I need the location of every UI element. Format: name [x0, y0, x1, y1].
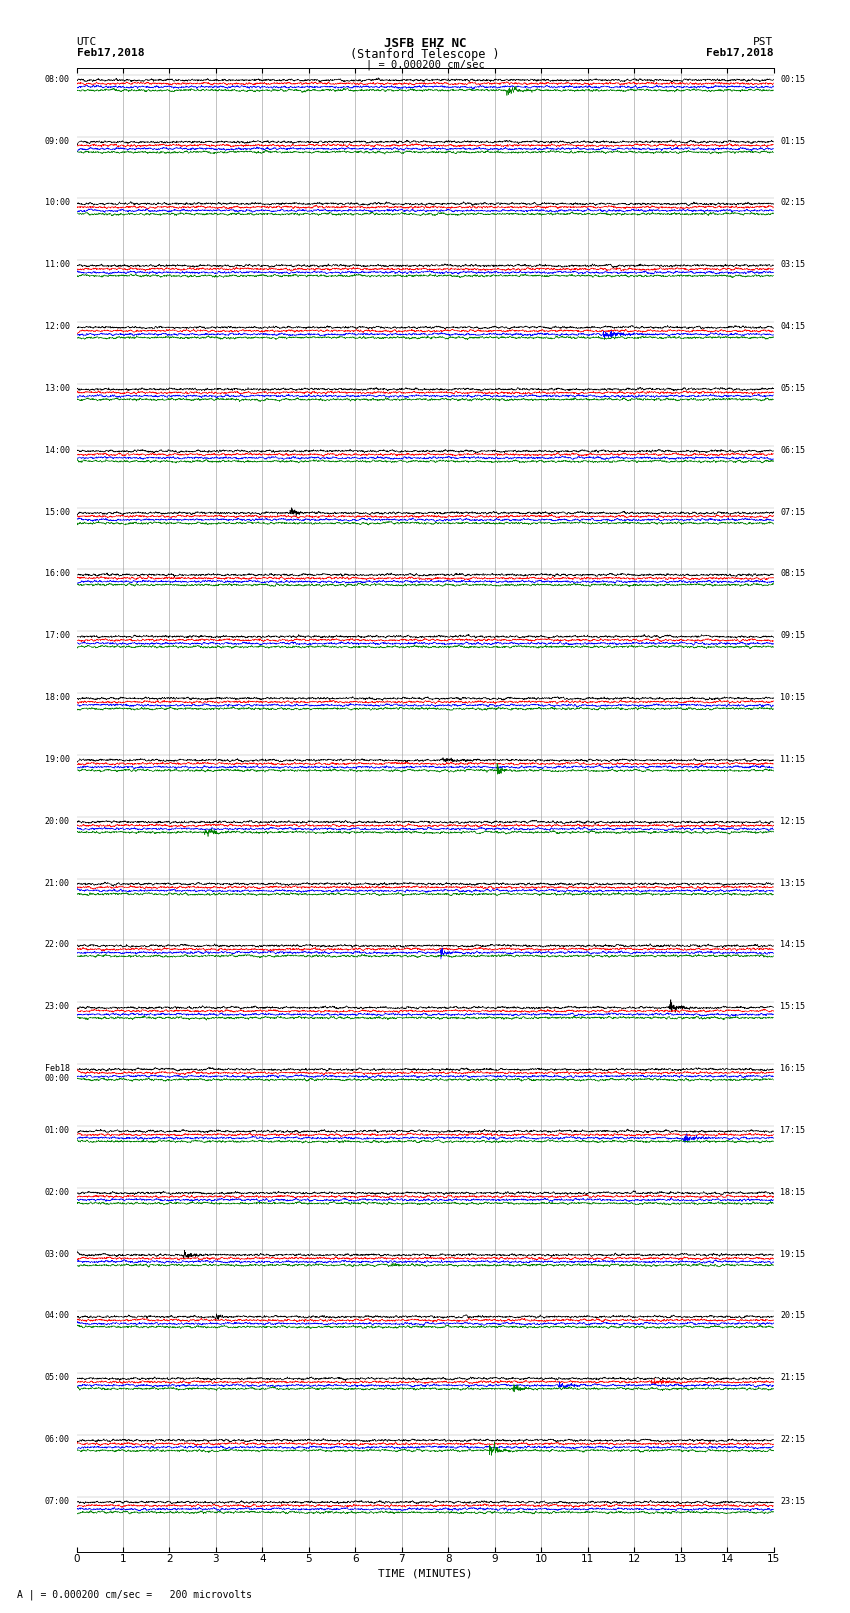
Text: 13:00: 13:00: [44, 384, 70, 394]
Text: 02:00: 02:00: [44, 1187, 70, 1197]
Text: 03:00: 03:00: [44, 1250, 70, 1258]
Text: 08:00: 08:00: [44, 74, 70, 84]
Text: 16:00: 16:00: [44, 569, 70, 579]
Text: (Stanford Telescope ): (Stanford Telescope ): [350, 48, 500, 61]
Text: 05:00: 05:00: [44, 1373, 70, 1382]
Text: 07:00: 07:00: [44, 1497, 70, 1507]
Text: Feb17,2018: Feb17,2018: [76, 48, 144, 58]
Text: 20:15: 20:15: [780, 1311, 806, 1321]
Text: PST: PST: [753, 37, 774, 47]
Text: 13:15: 13:15: [780, 879, 806, 887]
Text: | = 0.000200 cm/sec: | = 0.000200 cm/sec: [366, 60, 484, 71]
Text: 23:00: 23:00: [44, 1002, 70, 1011]
Text: 10:15: 10:15: [780, 694, 806, 702]
Text: 12:00: 12:00: [44, 323, 70, 331]
Text: 17:00: 17:00: [44, 631, 70, 640]
Text: 01:15: 01:15: [780, 137, 806, 145]
Text: 14:15: 14:15: [780, 940, 806, 950]
Text: 11:15: 11:15: [780, 755, 806, 765]
Text: 22:15: 22:15: [780, 1436, 806, 1444]
Text: 04:00: 04:00: [44, 1311, 70, 1321]
Text: 03:15: 03:15: [780, 260, 806, 269]
Text: 01:00: 01:00: [44, 1126, 70, 1136]
Text: 02:15: 02:15: [780, 198, 806, 208]
Text: 18:15: 18:15: [780, 1187, 806, 1197]
Text: 15:00: 15:00: [44, 508, 70, 516]
Text: 19:15: 19:15: [780, 1250, 806, 1258]
Text: 17:15: 17:15: [780, 1126, 806, 1136]
Text: 06:00: 06:00: [44, 1436, 70, 1444]
Text: 05:15: 05:15: [780, 384, 806, 394]
Text: 20:00: 20:00: [44, 816, 70, 826]
Text: 06:15: 06:15: [780, 445, 806, 455]
Text: 22:00: 22:00: [44, 940, 70, 950]
Text: 00:15: 00:15: [780, 74, 806, 84]
Text: 15:15: 15:15: [780, 1002, 806, 1011]
Text: 09:15: 09:15: [780, 631, 806, 640]
Text: 12:15: 12:15: [780, 816, 806, 826]
Text: 08:15: 08:15: [780, 569, 806, 579]
Text: 23:15: 23:15: [780, 1497, 806, 1507]
Text: 04:15: 04:15: [780, 323, 806, 331]
Text: 10:00: 10:00: [44, 198, 70, 208]
Text: 19:00: 19:00: [44, 755, 70, 765]
Text: 11:00: 11:00: [44, 260, 70, 269]
Text: 07:15: 07:15: [780, 508, 806, 516]
Text: JSFB EHZ NC: JSFB EHZ NC: [383, 37, 467, 50]
Text: 21:15: 21:15: [780, 1373, 806, 1382]
Text: 21:00: 21:00: [44, 879, 70, 887]
X-axis label: TIME (MINUTES): TIME (MINUTES): [377, 1569, 473, 1579]
Text: 18:00: 18:00: [44, 694, 70, 702]
Text: 16:15: 16:15: [780, 1065, 806, 1073]
Text: 14:00: 14:00: [44, 445, 70, 455]
Text: A | = 0.000200 cm/sec =   200 microvolts: A | = 0.000200 cm/sec = 200 microvolts: [17, 1589, 252, 1600]
Text: UTC: UTC: [76, 37, 97, 47]
Text: Feb18
00:00: Feb18 00:00: [44, 1065, 70, 1084]
Text: Feb17,2018: Feb17,2018: [706, 48, 774, 58]
Text: 09:00: 09:00: [44, 137, 70, 145]
